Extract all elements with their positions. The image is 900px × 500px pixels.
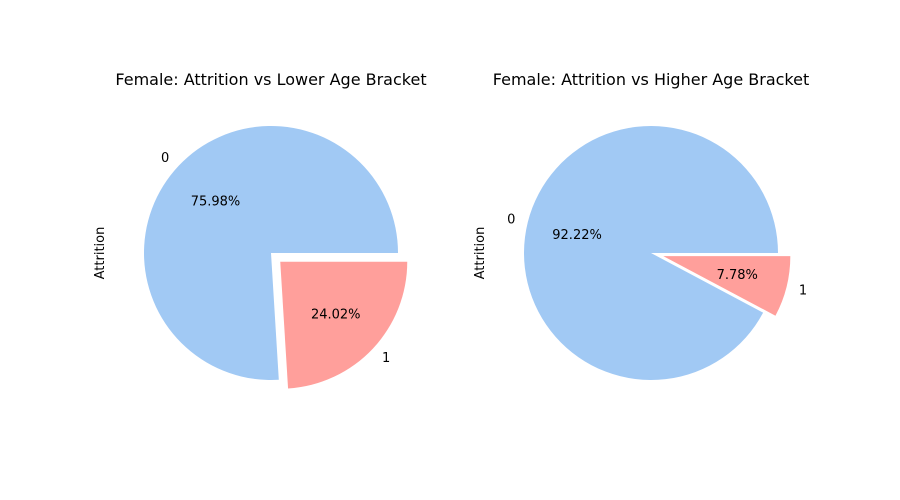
slice-category-label: 0 bbox=[161, 151, 169, 166]
chart-title: Female: Attrition vs Lower Age Bracket bbox=[115, 70, 426, 89]
slice-percent-label: 75.98% bbox=[191, 194, 241, 209]
slice-percent-label: 92.22% bbox=[552, 228, 602, 243]
pie-slice-0 bbox=[523, 126, 778, 381]
y-axis-label: Attrition bbox=[473, 227, 488, 280]
pie-chart-0: Female: Attrition vs Lower Age Bracket At… bbox=[93, 70, 427, 389]
slice-category-label: 1 bbox=[382, 351, 390, 366]
slice-percent-label: 24.02% bbox=[311, 307, 361, 322]
pie-slice-0 bbox=[144, 126, 398, 380]
slice-percent-label: 7.78% bbox=[717, 268, 758, 283]
pie-slice-1 bbox=[280, 261, 408, 389]
chart-title: Female: Attrition vs Higher Age Bracket bbox=[493, 70, 809, 89]
slice-category-label: 0 bbox=[507, 213, 515, 228]
y-axis-label: Attrition bbox=[93, 227, 108, 280]
slice-category-label: 1 bbox=[799, 283, 807, 298]
pie-slice-1 bbox=[663, 256, 791, 316]
pie-chart-1: Female: Attrition vs Higher Age Bracket A… bbox=[473, 70, 809, 381]
